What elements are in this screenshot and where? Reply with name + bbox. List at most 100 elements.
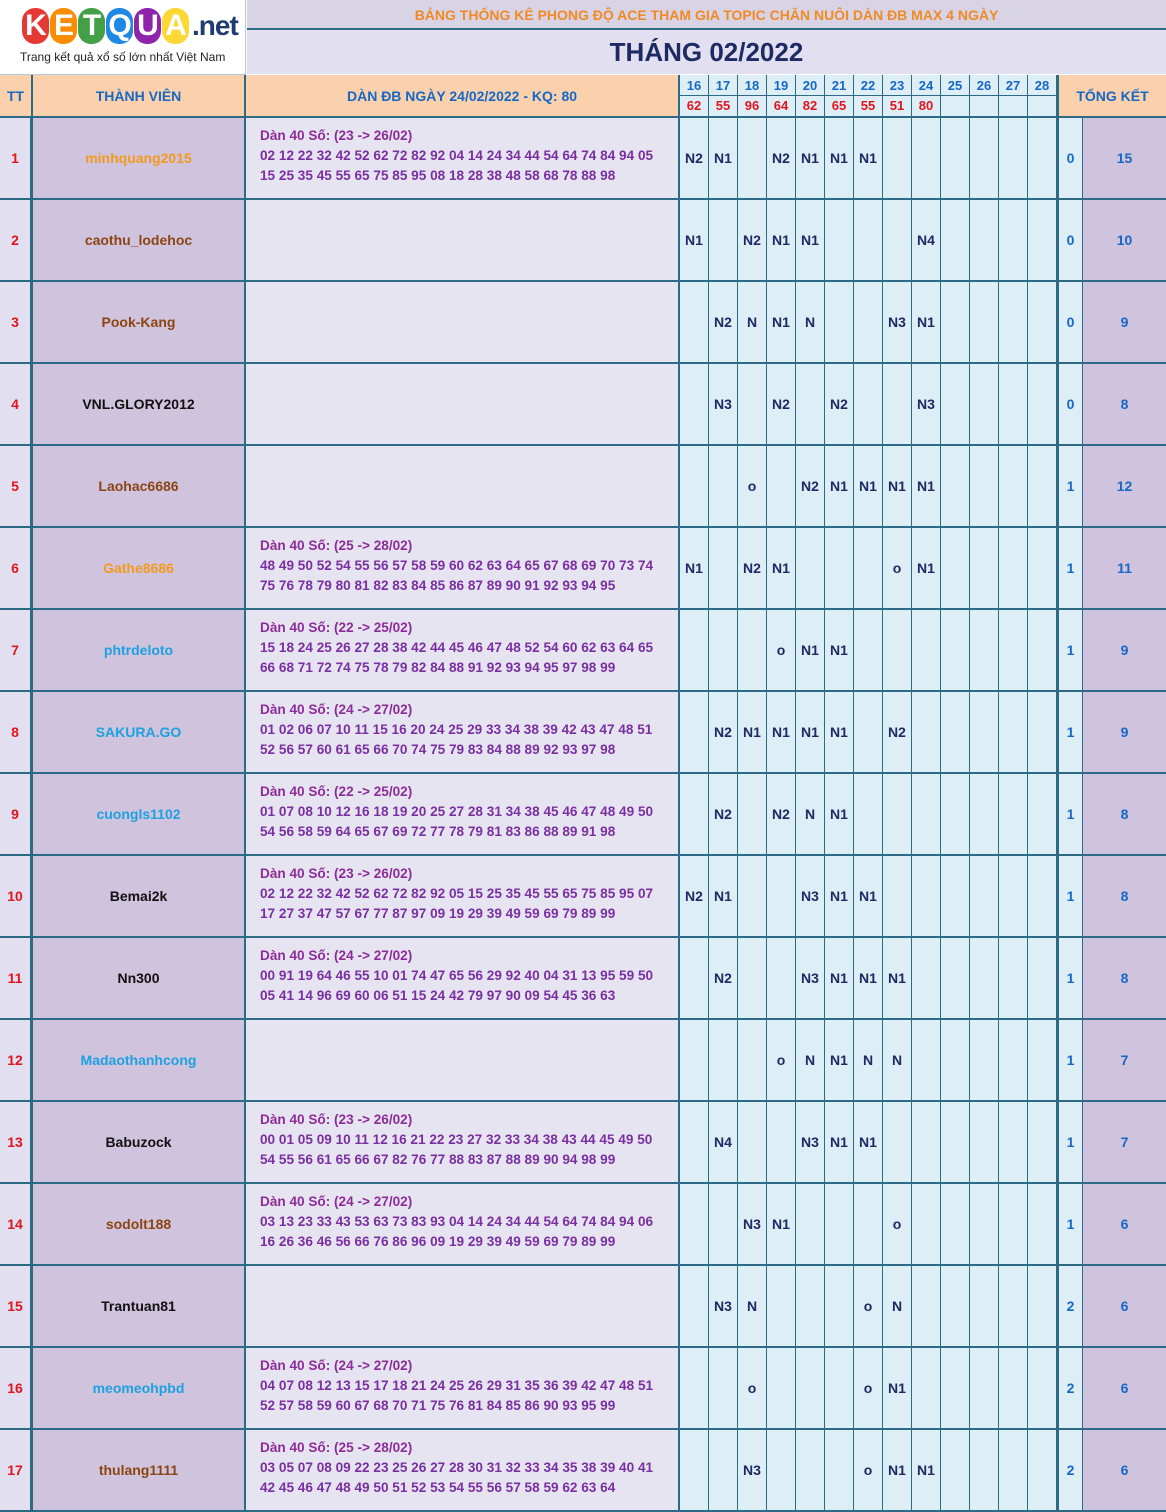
member-name[interactable]: phtrdeloto: [33, 610, 246, 690]
member-name[interactable]: Trantuan81: [33, 1266, 246, 1346]
member-name[interactable]: minhquang2015: [33, 118, 246, 198]
day-mark: [941, 692, 970, 772]
day-mark: [999, 446, 1028, 526]
day-mark: [680, 774, 709, 854]
row-number: 12: [0, 1020, 33, 1100]
logo-letter: E: [50, 8, 77, 44]
day-mark: [1028, 1020, 1057, 1100]
day-mark: [1028, 282, 1057, 362]
total-score: 7: [1083, 1020, 1166, 1100]
member-name[interactable]: meomeohpbd: [33, 1348, 246, 1428]
dan-line: 48 49 50 52 54 55 56 57 58 59 60 62 63 6…: [260, 558, 654, 573]
logo-letter: A: [162, 8, 189, 44]
day-mark: [767, 1266, 796, 1346]
header-dan: DÀN ĐB NGÀY 24/02/2022 - KQ: 80: [246, 75, 680, 116]
day-result: 65: [825, 96, 854, 116]
dan-line: 17 27 37 47 57 67 77 87 97 09 19 29 39 4…: [260, 906, 616, 921]
row-number: 13: [0, 1102, 33, 1182]
dan-line: 52 56 57 60 61 65 66 70 74 75 79 83 84 8…: [260, 742, 616, 757]
row-number: 9: [0, 774, 33, 854]
row-divider: [0, 362, 1166, 364]
row-divider: [0, 198, 1166, 200]
dan-line: 16 26 36 46 56 66 76 86 96 09 19 29 39 4…: [260, 1234, 616, 1249]
day-mark: N1: [912, 1430, 941, 1510]
member-name[interactable]: SAKURA.GO: [33, 692, 246, 772]
day-mark: [912, 774, 941, 854]
dan-numbers: Dàn 40 Số: (22 -> 25/02) 01 07 08 10 12 1…: [246, 774, 680, 854]
day-mark: [999, 856, 1028, 936]
day-mark: N1: [767, 200, 796, 280]
day-mark: [1028, 856, 1057, 936]
day-mark: N2: [738, 528, 767, 608]
day-header: 21: [825, 75, 854, 96]
total-score: 12: [1083, 446, 1166, 526]
day-result: 80: [912, 96, 941, 116]
day-header: 26: [970, 75, 999, 96]
member-name[interactable]: VNL.GLORY2012: [33, 364, 246, 444]
day-mark: [970, 1020, 999, 1100]
day-mark: [825, 1348, 854, 1428]
member-name[interactable]: Bemai2k: [33, 856, 246, 936]
dan-numbers: Dàn 40 Số: (23 -> 26/02) 00 01 05 09 10 1…: [246, 1102, 680, 1182]
dan-line: 54 56 58 59 64 65 67 69 72 77 78 79 81 8…: [260, 824, 616, 839]
row-number: 10: [0, 856, 33, 936]
row-number: 7: [0, 610, 33, 690]
day-mark: [680, 1184, 709, 1264]
day-mark: N3: [709, 1266, 738, 1346]
member-name[interactable]: Laohac6686: [33, 446, 246, 526]
day-mark: [825, 1430, 854, 1510]
day-mark: [1028, 1348, 1057, 1428]
member-name[interactable]: Madaothanhcong: [33, 1020, 246, 1100]
day-header: 23: [883, 75, 912, 96]
member-name[interactable]: Nn300: [33, 938, 246, 1018]
day-mark: N1: [825, 856, 854, 936]
day-mark: N2: [709, 774, 738, 854]
day-mark: [941, 1266, 970, 1346]
total-score: 6: [1083, 1184, 1166, 1264]
day-mark: [970, 1348, 999, 1428]
total-score: 7: [1083, 1102, 1166, 1182]
day-mark: [767, 1102, 796, 1182]
member-name[interactable]: sodolt188: [33, 1184, 246, 1264]
day-mark: [709, 446, 738, 526]
day-mark: [854, 364, 883, 444]
dan-numbers: Dàn 40 Số: (24 -> 27/02) 03 13 23 33 43 5…: [246, 1184, 680, 1264]
day-mark: [999, 1430, 1028, 1510]
day-mark: [970, 1266, 999, 1346]
row-divider: [0, 1018, 1166, 1020]
total-misses: 1: [1059, 1020, 1083, 1100]
member-name[interactable]: Babuzock: [33, 1102, 246, 1182]
member-name[interactable]: caothu_lodehoc: [33, 200, 246, 280]
row-number: 1: [0, 118, 33, 198]
day-mark: [941, 528, 970, 608]
day-mark: [970, 446, 999, 526]
day-mark: [970, 200, 999, 280]
dan-line: 03 05 07 08 09 22 23 25 26 27 28 30 31 3…: [260, 1460, 654, 1475]
day-result: 96: [738, 96, 767, 116]
day-mark: N1: [796, 610, 825, 690]
row-number: 15: [0, 1266, 33, 1346]
total-misses: 1: [1059, 1184, 1083, 1264]
member-name[interactable]: Gathe8686: [33, 528, 246, 608]
day-mark: [854, 774, 883, 854]
day-mark: N2: [767, 364, 796, 444]
dan-numbers: Dàn 40 Số: (23 -> 26/02) 02 12 22 32 42 5…: [246, 118, 680, 198]
header-total: TỔNG KẾT: [1059, 75, 1166, 116]
day-mark: [883, 364, 912, 444]
member-name[interactable]: cuongls1102: [33, 774, 246, 854]
day-mark: N1: [680, 528, 709, 608]
day-mark: [680, 1348, 709, 1428]
dan-numbers: [246, 1266, 680, 1346]
day-mark: [738, 118, 767, 198]
day-mark: N1: [825, 1102, 854, 1182]
member-name[interactable]: thulang1111: [33, 1430, 246, 1510]
day-mark: [1028, 364, 1057, 444]
day-mark: N1: [709, 856, 738, 936]
day-mark: [883, 610, 912, 690]
day-mark: N3: [883, 282, 912, 362]
day-mark: [1028, 610, 1057, 690]
member-name[interactable]: Pook-Kang: [33, 282, 246, 362]
ketqua-logo[interactable]: K E T Q U A .net Trang kết quả xổ số lớn nhất …: [0, 0, 246, 75]
day-mark: [1028, 1430, 1057, 1510]
